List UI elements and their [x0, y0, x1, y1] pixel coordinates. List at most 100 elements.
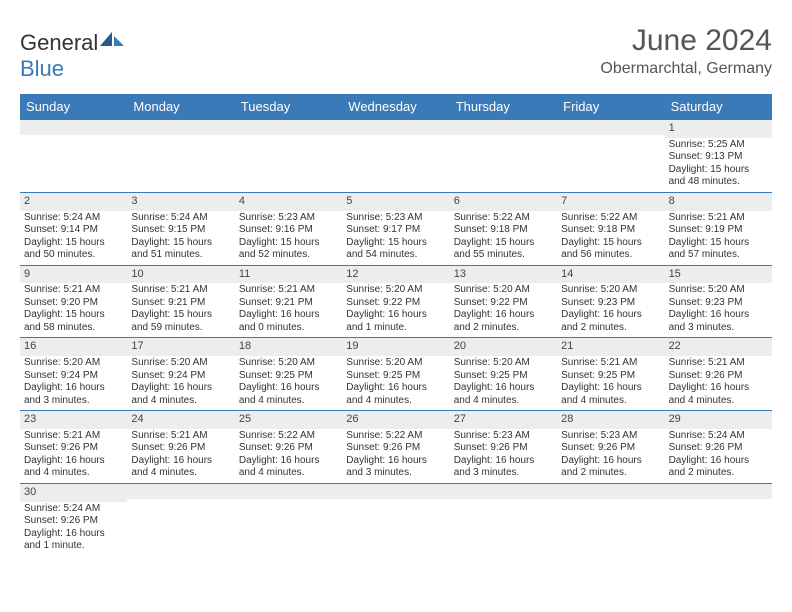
day-body: Sunrise: 5:23 AMSunset: 9:26 PMDaylight:… [557, 429, 664, 483]
day-body: Sunrise: 5:24 AMSunset: 9:15 PMDaylight:… [127, 211, 234, 265]
daylight-text: Daylight: 16 hours and 3 minutes. [454, 455, 553, 480]
sunset-text: Sunset: 9:24 PM [131, 370, 230, 383]
day-cell: 3Sunrise: 5:24 AMSunset: 9:15 PMDaylight… [127, 193, 234, 265]
day-number: 13 [450, 266, 557, 284]
day-body: Sunrise: 5:21 AMSunset: 9:25 PMDaylight:… [557, 356, 664, 410]
day-number [235, 120, 342, 135]
sunset-text: Sunset: 9:18 PM [454, 224, 553, 237]
sunset-text: Sunset: 9:24 PM [24, 370, 123, 383]
sunset-text: Sunset: 9:21 PM [239, 297, 338, 310]
day-body: Sunrise: 5:20 AMSunset: 9:25 PMDaylight:… [450, 356, 557, 410]
sunset-text: Sunset: 9:26 PM [669, 442, 768, 455]
daylight-text: Daylight: 15 hours and 48 minutes. [669, 164, 768, 189]
day-header-cell: Monday [127, 94, 234, 120]
day-cell: 26Sunrise: 5:22 AMSunset: 9:26 PMDayligh… [342, 411, 449, 483]
day-cell: 4Sunrise: 5:23 AMSunset: 9:16 PMDaylight… [235, 193, 342, 265]
sunset-text: Sunset: 9:26 PM [24, 515, 123, 528]
sunset-text: Sunset: 9:25 PM [561, 370, 660, 383]
day-cell: 22Sunrise: 5:21 AMSunset: 9:26 PMDayligh… [665, 338, 772, 410]
day-cell [342, 120, 449, 192]
sunrise-text: Sunrise: 5:20 AM [669, 284, 768, 297]
day-header-cell: Sunday [20, 94, 127, 120]
daylight-text: Daylight: 16 hours and 1 minute. [346, 309, 445, 334]
day-body: Sunrise: 5:24 AMSunset: 9:26 PMDaylight:… [665, 429, 772, 483]
sunrise-text: Sunrise: 5:20 AM [454, 357, 553, 370]
day-number: 15 [665, 266, 772, 284]
day-number: 5 [342, 193, 449, 211]
sunrise-text: Sunrise: 5:20 AM [454, 284, 553, 297]
daylight-text: Daylight: 16 hours and 4 minutes. [561, 382, 660, 407]
day-number: 9 [20, 266, 127, 284]
day-number: 23 [20, 411, 127, 429]
day-cell: 24Sunrise: 5:21 AMSunset: 9:26 PMDayligh… [127, 411, 234, 483]
sunset-text: Sunset: 9:13 PM [669, 151, 768, 164]
sunset-text: Sunset: 9:26 PM [346, 442, 445, 455]
sunset-text: Sunset: 9:19 PM [669, 224, 768, 237]
sunset-text: Sunset: 9:25 PM [239, 370, 338, 383]
day-cell: 15Sunrise: 5:20 AMSunset: 9:23 PMDayligh… [665, 266, 772, 338]
day-cell [342, 484, 449, 556]
sunset-text: Sunset: 9:26 PM [561, 442, 660, 455]
daylight-text: Daylight: 16 hours and 4 minutes. [669, 382, 768, 407]
day-number: 11 [235, 266, 342, 284]
day-number: 1 [665, 120, 772, 138]
day-body: Sunrise: 5:23 AMSunset: 9:26 PMDaylight:… [450, 429, 557, 483]
day-body: Sunrise: 5:20 AMSunset: 9:24 PMDaylight:… [127, 356, 234, 410]
day-number: 26 [342, 411, 449, 429]
day-number: 24 [127, 411, 234, 429]
logo: GeneralBlue [20, 30, 126, 82]
day-body: Sunrise: 5:21 AMSunset: 9:21 PMDaylight:… [127, 283, 234, 337]
day-cell: 5Sunrise: 5:23 AMSunset: 9:17 PMDaylight… [342, 193, 449, 265]
day-number [20, 120, 127, 135]
day-body: Sunrise: 5:21 AMSunset: 9:20 PMDaylight:… [20, 283, 127, 337]
day-cell [235, 120, 342, 192]
daylight-text: Daylight: 16 hours and 3 minutes. [24, 382, 123, 407]
day-cell: 19Sunrise: 5:20 AMSunset: 9:25 PMDayligh… [342, 338, 449, 410]
daylight-text: Daylight: 16 hours and 4 minutes. [346, 382, 445, 407]
day-body: Sunrise: 5:23 AMSunset: 9:16 PMDaylight:… [235, 211, 342, 265]
day-cell: 17Sunrise: 5:20 AMSunset: 9:24 PMDayligh… [127, 338, 234, 410]
day-number: 30 [20, 484, 127, 502]
day-header-cell: Friday [557, 94, 664, 120]
day-cell: 16Sunrise: 5:20 AMSunset: 9:24 PMDayligh… [20, 338, 127, 410]
day-number: 18 [235, 338, 342, 356]
day-number [557, 120, 664, 135]
daylight-text: Daylight: 15 hours and 57 minutes. [669, 237, 768, 262]
day-cell [127, 120, 234, 192]
day-body: Sunrise: 5:21 AMSunset: 9:26 PMDaylight:… [20, 429, 127, 483]
logo-text-main: General [20, 30, 98, 55]
sunrise-text: Sunrise: 5:21 AM [24, 284, 123, 297]
sunset-text: Sunset: 9:26 PM [669, 370, 768, 383]
day-body: Sunrise: 5:21 AMSunset: 9:19 PMDaylight:… [665, 211, 772, 265]
day-number: 14 [557, 266, 664, 284]
day-cell [557, 484, 664, 556]
sunset-text: Sunset: 9:14 PM [24, 224, 123, 237]
sunrise-text: Sunrise: 5:21 AM [239, 284, 338, 297]
sunset-text: Sunset: 9:20 PM [24, 297, 123, 310]
day-number [557, 484, 664, 499]
logo-text-blue: Blue [20, 56, 64, 81]
day-number: 12 [342, 266, 449, 284]
sunrise-text: Sunrise: 5:22 AM [346, 430, 445, 443]
sunset-text: Sunset: 9:22 PM [454, 297, 553, 310]
day-cell: 25Sunrise: 5:22 AMSunset: 9:26 PMDayligh… [235, 411, 342, 483]
sunrise-text: Sunrise: 5:20 AM [346, 357, 445, 370]
day-body: Sunrise: 5:20 AMSunset: 9:25 PMDaylight:… [342, 356, 449, 410]
day-cell: 8Sunrise: 5:21 AMSunset: 9:19 PMDaylight… [665, 193, 772, 265]
day-cell [127, 484, 234, 556]
header: GeneralBlue June 2024 Obermarchtal, Germ… [20, 24, 772, 82]
day-body: Sunrise: 5:20 AMSunset: 9:25 PMDaylight:… [235, 356, 342, 410]
sunset-text: Sunset: 9:26 PM [454, 442, 553, 455]
day-number: 21 [557, 338, 664, 356]
day-body: Sunrise: 5:23 AMSunset: 9:17 PMDaylight:… [342, 211, 449, 265]
day-cell: 14Sunrise: 5:20 AMSunset: 9:23 PMDayligh… [557, 266, 664, 338]
sunrise-text: Sunrise: 5:20 AM [131, 357, 230, 370]
day-number: 6 [450, 193, 557, 211]
day-number: 16 [20, 338, 127, 356]
day-number: 19 [342, 338, 449, 356]
daylight-text: Daylight: 16 hours and 4 minutes. [131, 382, 230, 407]
day-header-cell: Tuesday [235, 94, 342, 120]
day-body [557, 499, 664, 547]
sunrise-text: Sunrise: 5:23 AM [346, 212, 445, 225]
day-number: 22 [665, 338, 772, 356]
